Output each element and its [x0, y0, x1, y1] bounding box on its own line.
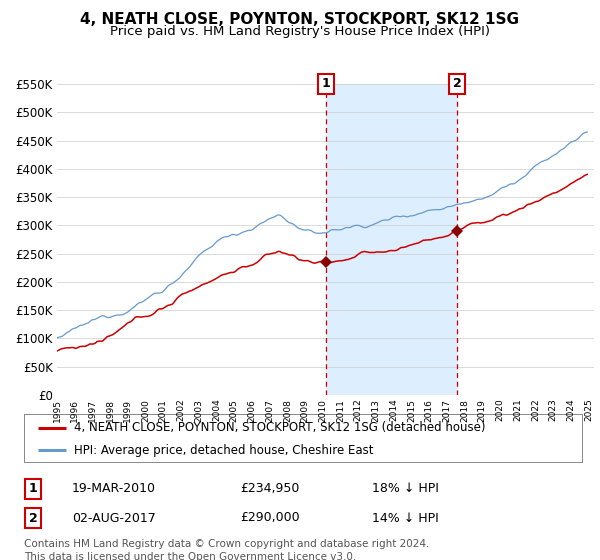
Text: 14% ↓ HPI: 14% ↓ HPI: [372, 511, 439, 525]
Text: £234,950: £234,950: [240, 482, 299, 496]
Text: 2003: 2003: [194, 399, 203, 422]
Text: HPI: Average price, detached house, Cheshire East: HPI: Average price, detached house, Ches…: [74, 444, 374, 456]
Text: 2025: 2025: [584, 399, 593, 422]
Text: 2002: 2002: [176, 399, 185, 422]
Text: 2018: 2018: [460, 399, 469, 422]
Text: 2011: 2011: [336, 399, 345, 422]
Text: 2024: 2024: [566, 399, 575, 421]
Text: 2: 2: [29, 511, 37, 525]
Text: 2010: 2010: [319, 399, 328, 422]
Text: Price paid vs. HM Land Registry's House Price Index (HPI): Price paid vs. HM Land Registry's House …: [110, 25, 490, 38]
Text: 1: 1: [29, 482, 37, 496]
Bar: [326, 84, 457, 395]
Text: 2019: 2019: [478, 399, 487, 422]
Text: 2001: 2001: [159, 399, 168, 422]
Text: 1995: 1995: [53, 399, 62, 422]
Text: 1996: 1996: [70, 399, 79, 422]
Text: 2009: 2009: [301, 399, 310, 422]
Text: 2014: 2014: [389, 399, 398, 422]
Text: 4, NEATH CLOSE, POYNTON, STOCKPORT, SK12 1SG (detached house): 4, NEATH CLOSE, POYNTON, STOCKPORT, SK12…: [74, 421, 486, 434]
Text: 2000: 2000: [141, 399, 150, 422]
Text: 2012: 2012: [354, 399, 363, 422]
Text: 2021: 2021: [513, 399, 522, 422]
Text: 2016: 2016: [425, 399, 434, 422]
Text: 02-AUG-2017: 02-AUG-2017: [72, 511, 156, 525]
Text: Contains HM Land Registry data © Crown copyright and database right 2024.
This d: Contains HM Land Registry data © Crown c…: [24, 539, 430, 560]
Text: 2006: 2006: [247, 399, 256, 422]
Text: 2022: 2022: [531, 399, 540, 421]
Text: 4, NEATH CLOSE, POYNTON, STOCKPORT, SK12 1SG: 4, NEATH CLOSE, POYNTON, STOCKPORT, SK12…: [80, 12, 520, 27]
Text: 1998: 1998: [106, 399, 115, 422]
Text: 2020: 2020: [496, 399, 505, 422]
Text: 1: 1: [322, 77, 330, 91]
Text: 2008: 2008: [283, 399, 292, 422]
Text: 18% ↓ HPI: 18% ↓ HPI: [372, 482, 439, 496]
Text: 2004: 2004: [212, 399, 221, 422]
Text: 1997: 1997: [88, 399, 97, 422]
Text: 2007: 2007: [265, 399, 274, 422]
Text: 2017: 2017: [442, 399, 451, 422]
Text: 2023: 2023: [549, 399, 558, 422]
Text: 1999: 1999: [124, 399, 133, 422]
Text: £290,000: £290,000: [240, 511, 299, 525]
Text: 2005: 2005: [230, 399, 239, 422]
Text: 2013: 2013: [371, 399, 380, 422]
Text: 2015: 2015: [407, 399, 416, 422]
Text: 2: 2: [453, 77, 461, 91]
Text: 19-MAR-2010: 19-MAR-2010: [72, 482, 156, 496]
